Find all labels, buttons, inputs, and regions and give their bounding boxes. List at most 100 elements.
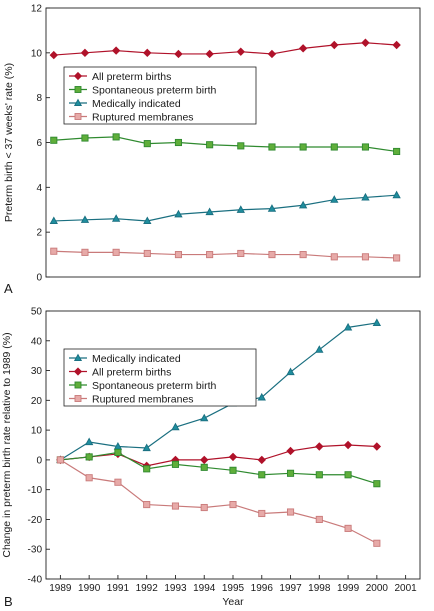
panel-b-point-medically-indicated-1993 [171,422,180,431]
panel-a-y-axis-title: Preterm birth < 37 weeks' rate (%) [3,63,15,222]
panel-a-panel-letter: A [4,281,13,296]
panel-b-point-medically-indicated-2000 [372,318,382,326]
panel-a-y-tick-label: 2 [36,228,42,239]
panel-a-point-spontaneous-preterm-birth-1996 [268,143,276,151]
panel-a-point-ruptured-membranes-2000 [393,254,401,262]
panel-b-point-ruptured-membranes-1997 [286,508,295,516]
panel-b-x-tick-label: 1992 [136,583,159,594]
panel-a-point-all-preterm-births-1999 [361,38,370,47]
panel-a-point-ruptured-membranes-1994 [206,251,214,259]
panel-b-point-medically-indicated-1998 [315,345,324,353]
panel-b-point-ruptured-membranes-1999 [344,524,352,532]
panel-b-point-spontaneous-preterm-birth-2000 [373,480,381,488]
panel-a-point-all-preterm-births-1993 [174,49,183,59]
panel-b-point-spontaneous-preterm-birth-1997 [286,469,295,477]
panel-a-point-spontaneous-preterm-birth-1994 [206,141,214,149]
panel-a-legend-box [63,66,257,125]
panel-a-point-medically-indicated-1999 [361,192,370,201]
panel-b-legend-label: Ruptured membranes [92,393,194,405]
panel-a-legend-label: Medically indicated [92,98,181,110]
panel-b-point-all-preterm-births-1995 [228,452,238,462]
panel-a-line-all-preterm-births [53,42,397,56]
panel-a-point-medically-indicated-1989 [49,216,58,225]
panel-b-point-medically-indicated-1994 [200,413,209,422]
panel-b-legend-marker-ruptured-membranes [74,395,82,402]
panel-b-legend-item-medically-indicated: Medically indicated [69,353,181,365]
panel-b-point-all-preterm-births-1998 [315,442,324,451]
panel-b-point-medically-indicated-1996 [257,392,266,401]
panel-b-point-ruptured-membranes-1994 [200,503,208,512]
panel-b-point-spontaneous-preterm-birth-1998 [315,471,323,479]
panel-a-legend-marker-all-preterm-births [73,71,83,81]
panel-b-point-ruptured-membranes-1991 [114,478,122,486]
panel-b-legend-marker-all-preterm-births [73,367,83,376]
panel-b-point-ruptured-membranes-1992 [143,501,151,509]
panel-a-legend-label: All preterm births [92,71,171,83]
panel-a-legend-marker-medically-indicated [73,98,83,107]
panel-b-point-ruptured-membranes-2000 [373,539,381,547]
panel-b-y-tick-label: 0 [36,455,42,466]
panel-b-x-tick-label: 2000 [366,583,389,594]
panel-b-x-tick-label: 1999 [337,583,360,594]
panel-b-point-spontaneous-preterm-birth-1999 [344,471,352,479]
panel-a-y-tick-label: 4 [36,183,42,194]
panel-a-point-spontaneous-preterm-birth-1998 [330,143,338,151]
panel-b-x-tick-label: 1994 [193,583,216,594]
panel-a-point-medically-indicated-1991 [111,214,121,222]
panel-b-point-ruptured-membranes-1996 [258,509,266,518]
panel-b-point-all-preterm-births-1994 [200,455,209,465]
panel-b-legend-box [63,348,257,407]
panel-b-point-ruptured-membranes-1995 [229,501,237,509]
panel-a-point-all-preterm-births-1997 [298,44,308,53]
panel-b-point-all-preterm-births-2000 [372,442,382,451]
panel-a-point-spontaneous-preterm-birth-1991 [112,133,120,141]
panel-a-legend-item-spontaneous-preterm-birth: Spontaneous preterm birth [69,84,216,96]
panel-b-point-medically-indicated-1997 [286,367,295,376]
panel-b-legend-item-all-preterm-births: All preterm births [69,366,171,378]
panel-b-point-medically-indicated-1999 [343,322,353,331]
panel-b-point-spontaneous-preterm-birth-1995 [229,466,237,474]
panel-b-y-tick-label: -30 [28,545,43,556]
panel-b-x-tick-label: 1998 [308,583,331,594]
panel-a-point-spontaneous-preterm-birth-1999 [361,143,370,151]
panel-a-legend-item-ruptured-membranes: Ruptured membranes [69,111,194,123]
panel-b-y-tick-label: 50 [31,307,43,318]
panel-a-point-all-preterm-births-1991 [111,46,121,55]
panel-b-y-tick-label: -10 [28,485,43,496]
panel-a-y-tick-label: 6 [36,138,42,149]
panel-b-legend-label: Medically indicated [92,353,181,365]
panel-b-x-tick-label: 1996 [251,583,274,594]
panel-b-y-tick-label: 20 [31,396,43,407]
panel-b-y-tick-label: 40 [31,336,43,347]
panel-b-point-ruptured-membranes-1990 [85,474,93,482]
panel-a-point-medically-indicated-1990 [80,215,90,223]
panel-a-line-spontaneous-preterm-birth [53,136,397,153]
panel-a-legend-label: Ruptured membranes [92,111,194,123]
panel-b-legend-label: All preterm births [92,366,171,378]
panel-b-point-spontaneous-preterm-birth-1994 [200,463,208,471]
panel-a-point-medically-indicated-1996 [267,204,277,212]
panel-b-chart: 50 40 30 20 10 0 -10 -20 -30 -40 1989 1990 1991 1992 1… [1,307,421,609]
panel-a-point-ruptured-membranes-1993 [174,251,183,259]
panel-b-x-axis-title: Year [222,596,244,608]
panel-b-x-tick-label: 1997 [279,583,302,594]
panel-b-line-all-preterm-births [60,444,377,467]
panel-a-plot-frame [45,7,421,278]
panel-b-point-spontaneous-preterm-birth-1993 [171,460,180,468]
panel-a-series-all-preterm-births [49,38,401,60]
panel-b-point-ruptured-membranes-1989 [56,456,64,464]
panel-a-point-all-preterm-births-1992 [143,48,152,58]
panel-a-point-spontaneous-preterm-birth-1990 [81,134,89,142]
panel-a-y-tick-label: 10 [31,48,43,59]
panel-b-y-tick-label: 30 [31,366,43,377]
panel-b-legend-marker-medically-indicated [73,353,83,361]
panel-a-point-ruptured-membranes-1995 [237,249,245,258]
panel-b-point-medically-indicated-1990 [84,437,94,446]
panel-b-line-medically-indicated [60,322,377,461]
panel-a-point-spontaneous-preterm-birth-1989 [50,136,58,144]
panel-b-point-all-preterm-births-1996 [257,455,266,465]
panel-a-y-tick-label: 8 [36,93,42,104]
panel-b-x-tick-label: 1993 [164,583,187,594]
